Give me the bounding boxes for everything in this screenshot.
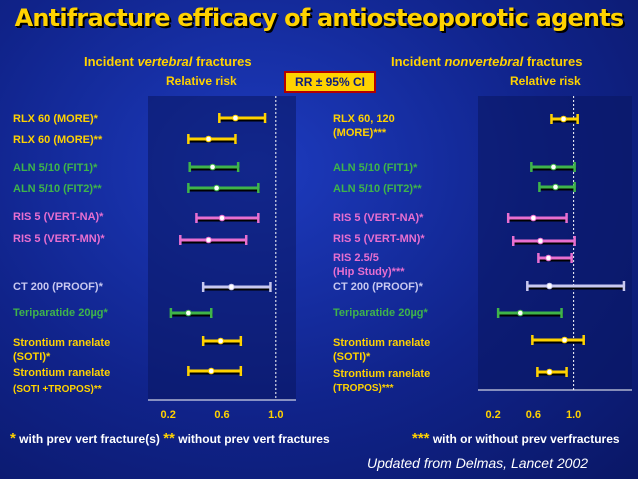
footnote-text-three: with or without prev verfractures (429, 432, 620, 446)
right-point-estimate (546, 368, 553, 376)
left-heading-pre: Incident (84, 54, 138, 69)
left-point-estimate (228, 283, 235, 291)
right-relative-risk-label: Relative risk (510, 74, 581, 88)
right-tick-label: 0.2 (485, 409, 500, 421)
footnote-star-two: ** (163, 430, 175, 447)
left-row-label: CT 200 (PROOF)* (13, 281, 104, 293)
right-row-label: (MORE)*** (333, 127, 387, 139)
left-point-estimate (205, 236, 212, 244)
left-point-estimate (213, 184, 220, 192)
right-heading-post: fractures (523, 54, 583, 69)
left-row-label: RIS 5 (VERT-NA)* (13, 211, 104, 223)
footnote-star-three: *** (412, 430, 430, 447)
right-tick-label: 0.6 (526, 409, 541, 421)
right-row-label: ALN 5/10 (FIT1)* (333, 162, 418, 174)
left-point-estimate (207, 367, 215, 375)
left-row-label: Teriparatide 20µg* (13, 307, 108, 319)
right-point-estimate (530, 214, 537, 222)
right-row-label: RIS 5 (VERT-MN)* (333, 233, 425, 245)
footnote-text-one: with prev vert fracture(s) (15, 432, 164, 446)
right-point-estimate (537, 237, 544, 245)
left-heading-post: fractures (192, 54, 252, 69)
left-point-estimate (209, 163, 216, 171)
right-row-label: Strontium ranelate (333, 368, 430, 380)
right-point-estimate (561, 336, 568, 344)
right-row-label: (TROPOS)*** (333, 383, 394, 394)
footnote-text-two: without prev vert fractures (174, 432, 330, 446)
left-row-label: Strontium ranelate (13, 337, 110, 349)
right-row-label: CT 200 (PROOF)* (333, 281, 424, 293)
left-plot-area (148, 96, 296, 400)
right-row-label: Teriparatide 20µg* (333, 307, 428, 319)
footnote-right: *** with or without prev verfractures (412, 430, 620, 447)
left-tick-label: 0.2 (161, 409, 176, 421)
right-row-label: RIS 2.5/5 (333, 252, 379, 264)
left-row-label: ALN 5/10 (FIT2)** (13, 183, 102, 195)
slide-title: Antifracture efficacy of antiosteoporoti… (14, 4, 625, 32)
right-point-estimate (546, 282, 553, 290)
left-row-label: (SOTI +TROPOS)** (13, 384, 102, 395)
left-point-estimate (218, 214, 226, 222)
right-row-label: (Hip Study)*** (333, 266, 405, 278)
right-tick-label: 1.0 (566, 409, 581, 421)
footnote-left: * with prev vert fracture(s) ** without … (10, 430, 330, 447)
left-point-estimate (185, 309, 192, 317)
left-tick-label: 1.0 (268, 409, 283, 421)
left-point-estimate (205, 135, 212, 143)
left-panel-heading: Incident vertebral fractures (84, 54, 252, 69)
source-citation: Updated from Delmas, Lancet 2002 (367, 455, 589, 471)
left-heading-emphasis: vertebral (137, 54, 193, 69)
ci-legend-box: RR ± 95% CI (284, 71, 376, 93)
right-row-label: RLX 60, 120 (333, 113, 395, 125)
left-relative-risk-label: Relative risk (166, 74, 237, 88)
right-row-label: ALN 5/10 (FIT2)** (333, 183, 422, 195)
left-row-label: RIS 5 (VERT-MN)* (13, 233, 105, 245)
left-row-label: RLX 60 (MORE)* (13, 113, 99, 125)
right-heading-pre: Incident (391, 54, 445, 69)
right-row-label: Strontium ranelate (333, 337, 430, 349)
left-point-estimate (232, 114, 239, 122)
left-row-label: ALN 5/10 (FIT1)* (13, 162, 98, 174)
right-heading-emphasis: nonvertebral (444, 54, 524, 69)
right-point-estimate (516, 309, 524, 317)
left-row-label: Strontium ranelate (13, 367, 110, 379)
right-row-label: RIS 5 (VERT-NA)* (333, 212, 424, 224)
footnote-star-one: * (10, 430, 16, 447)
right-point-estimate (552, 183, 559, 191)
left-tick-label: 0.6 (214, 409, 229, 421)
right-row-label: (SOTI)* (333, 351, 371, 363)
right-point-estimate (550, 163, 557, 171)
left-row-label: (SOTI)* (13, 351, 51, 363)
right-point-estimate (560, 115, 567, 123)
left-row-label: RLX 60 (MORE)** (13, 134, 103, 146)
right-point-estimate (545, 254, 552, 262)
left-point-estimate (217, 337, 224, 345)
right-panel-heading: Incident nonvertebral fractures (391, 54, 582, 69)
